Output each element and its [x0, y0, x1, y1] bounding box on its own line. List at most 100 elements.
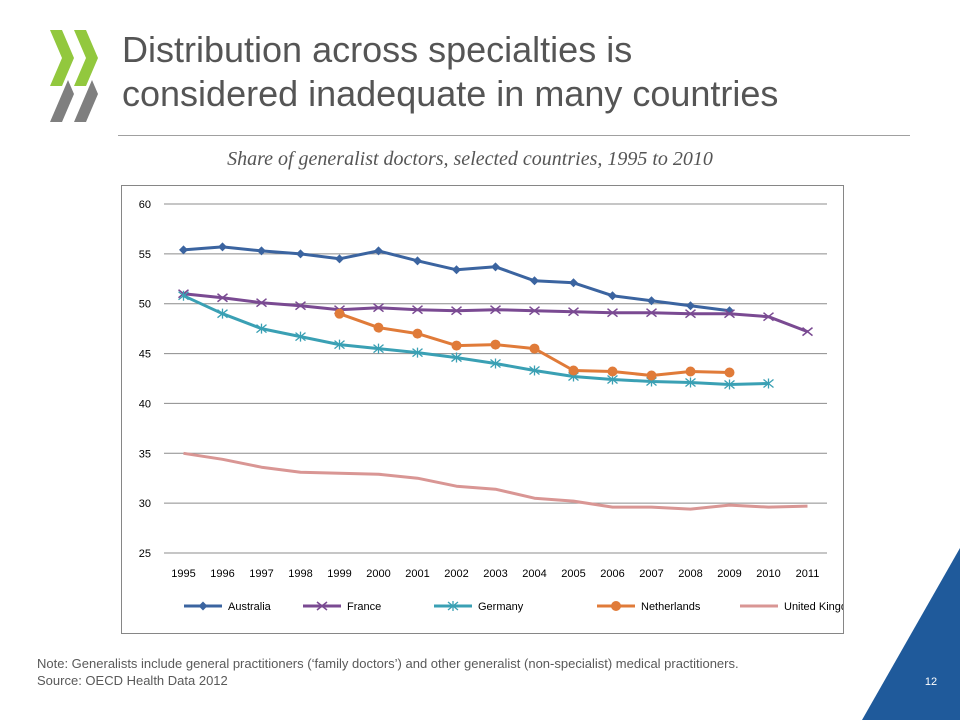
point-netherlands-2001 [412, 328, 423, 339]
point-australia-2003 [491, 262, 500, 272]
point-australia-1997 [257, 246, 266, 256]
point-netherlands-2008 [685, 366, 696, 377]
point-australia-1998 [296, 249, 305, 259]
x-tick-label-2010: 2010 [756, 568, 780, 580]
legend-marker-germany [447, 601, 459, 611]
point-france-2008 [685, 309, 696, 319]
point-netherlands-2003 [490, 339, 501, 350]
title-divider [118, 135, 910, 136]
x-tick-label-2004: 2004 [522, 568, 546, 580]
chart-subtitle: Share of generalist doctors, selected co… [227, 148, 713, 170]
series-line-united-kingdom [183, 451, 808, 511]
point-germany-2009 [724, 379, 735, 390]
point-france-2000 [373, 303, 384, 313]
point-netherlands-2005 [568, 365, 579, 376]
logo-chevron-green-1 [50, 30, 74, 86]
legend-marker-australia [198, 601, 208, 611]
x-tick-label-2002: 2002 [444, 568, 468, 580]
x-tick-label-2009: 2009 [717, 568, 741, 580]
point-netherlands-2004 [529, 343, 540, 354]
point-germany-1998 [295, 331, 306, 342]
point-netherlands-2000 [373, 322, 384, 333]
point-australia-2007 [647, 296, 656, 306]
point-france-1997 [256, 298, 267, 308]
point-germany-2001 [412, 347, 423, 358]
x-tick-label-2000: 2000 [366, 568, 390, 580]
point-france-2001 [412, 305, 423, 315]
point-france-2007 [646, 308, 657, 318]
point-australia-1995 [179, 245, 188, 255]
slide-title: Distribution across specialties is consi… [122, 28, 922, 116]
point-netherlands-2009 [724, 367, 735, 378]
point-netherlands-2002 [451, 340, 462, 351]
point-france-2005 [568, 307, 579, 317]
y-tick-label-35: 35 [139, 448, 151, 460]
point-france-1996 [217, 293, 228, 303]
point-australia-2004 [530, 276, 539, 286]
point-netherlands-1999 [334, 308, 345, 319]
point-germany-2008 [685, 377, 696, 388]
logo-chevrons [50, 30, 98, 122]
point-germany-1995 [178, 290, 189, 301]
y-tick-label-50: 50 [139, 299, 151, 311]
point-france-2010 [763, 312, 774, 322]
point-australia-2006 [608, 291, 617, 301]
chart-container: 25 30 35 40 45 50 55 60 1995 1996 1997 1998 1999 2000… [121, 185, 844, 634]
point-france-2002 [451, 306, 462, 316]
x-tick-label-1995: 1995 [171, 568, 195, 580]
y-tick-label-45: 45 [139, 349, 151, 361]
legend-label-united-kingdom: United Kingdom [784, 601, 843, 613]
x-tick-label-2006: 2006 [600, 568, 624, 580]
point-australia-2008 [686, 301, 695, 311]
x-tick-label-1997: 1997 [249, 568, 273, 580]
point-france-2004 [529, 306, 540, 316]
slide-title-line-2: considered inadequate in many countries [122, 73, 779, 114]
legend-label-france: France [347, 601, 381, 613]
point-germany-2004 [529, 365, 540, 376]
y-tick-label-60: 60 [139, 199, 151, 211]
series-line-france [183, 292, 809, 334]
point-australia-1999 [335, 254, 344, 264]
point-germany-2002 [451, 352, 462, 363]
y-tick-label-55: 55 [139, 249, 151, 261]
slide-title-line-1: Distribution across specialties is [122, 29, 633, 70]
source-text: Source: OECD Health Data 2012 [37, 673, 228, 688]
logo-chevron-green-2 [74, 30, 98, 86]
x-tick-label-2001: 2001 [405, 568, 429, 580]
point-australia-1996 [218, 242, 227, 252]
point-australia-2002 [452, 265, 461, 275]
legend-marker-france [316, 601, 328, 611]
legend-label-germany: Germany [478, 601, 524, 613]
legend-marker-netherlands [611, 601, 621, 611]
point-france-2011 [802, 327, 813, 337]
y-tick-label-25: 25 [139, 548, 151, 560]
x-tick-label-2008: 2008 [678, 568, 702, 580]
x-tick-label-2011: 2011 [796, 568, 820, 580]
series-line-germany [182, 294, 769, 386]
point-germany-2003 [490, 358, 501, 369]
legend-label-australia: Australia [228, 601, 272, 613]
point-germany-1996 [217, 308, 228, 319]
note-text: Note: Generalists include general practi… [37, 656, 739, 671]
point-germany-2010 [763, 378, 774, 389]
point-france-2009 [724, 309, 735, 319]
line-chart: 25 30 35 40 45 50 55 60 1995 1996 1997 1998 1999 2000… [139, 199, 843, 613]
x-tick-label-1999: 1999 [327, 568, 351, 580]
point-netherlands-2007 [646, 370, 657, 381]
point-germany-1997 [256, 323, 267, 334]
x-tick-label-1998: 1998 [288, 568, 312, 580]
logo-chevron-grey-1 [50, 80, 74, 122]
x-tick-label-2005: 2005 [561, 568, 585, 580]
x-tick-label-1996: 1996 [210, 568, 234, 580]
page-number: 12 [924, 676, 938, 688]
point-france-2006 [607, 308, 618, 318]
point-australia-2001 [413, 256, 422, 266]
x-tick-label-2003: 2003 [483, 568, 507, 580]
point-netherlands-2006 [607, 366, 618, 377]
point-germany-2000 [373, 343, 384, 354]
legend-label-netherlands: Netherlands [641, 601, 701, 613]
point-germany-1999 [334, 339, 345, 350]
footnote: Note: Generalists include general practi… [37, 655, 837, 689]
x-tick-label-2007: 2007 [639, 568, 663, 580]
point-australia-2005 [569, 278, 578, 288]
